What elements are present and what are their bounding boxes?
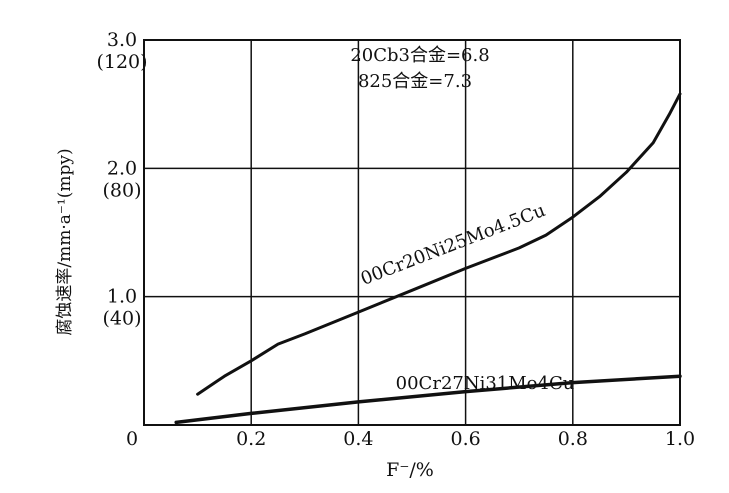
series-lines bbox=[174, 92, 682, 425]
y-tick-sublabel: (40) bbox=[102, 308, 141, 330]
series-label-00cr20ni25mo45cu: 00Cr20Ni25Mo4.5Cu bbox=[358, 200, 548, 290]
origin-label: 0 bbox=[126, 428, 138, 450]
x-tick-label: 0.2 bbox=[236, 428, 266, 450]
series-line-1 bbox=[174, 374, 682, 425]
y-tick-labels: 1.0(40) 2.0(80) 3.0(120) bbox=[96, 29, 147, 330]
annotation-20cb3: 20Cb3合金=6.8 bbox=[350, 45, 489, 66]
x-tick-label: 0.4 bbox=[343, 428, 373, 450]
y-tick-label: 3.0 bbox=[107, 29, 137, 51]
plot-frame bbox=[143, 39, 681, 426]
y-tick-sublabel: (80) bbox=[102, 179, 141, 201]
y-tick-label: 2.0 bbox=[107, 157, 137, 179]
x-tick-labels: 0.2 0.4 0.6 0.8 1.0 bbox=[236, 428, 695, 450]
series-label-00cr27ni31mo4cu: 00Cr27Ni31Mo4Cu bbox=[396, 373, 575, 394]
annotation-825: 825合金=7.3 bbox=[358, 71, 472, 92]
x-tick-label: 0.6 bbox=[450, 428, 480, 450]
series-line-0 bbox=[196, 92, 682, 396]
y-tick-label: 1.0 bbox=[107, 286, 137, 308]
y-tick-sublabel: (120) bbox=[96, 51, 147, 73]
x-tick-label: 1.0 bbox=[665, 428, 695, 450]
x-tick-label: 0.8 bbox=[558, 428, 588, 450]
x-axis-label: F⁻/% bbox=[386, 459, 434, 481]
grid-lines bbox=[144, 40, 680, 425]
y-axis-label: 腐蚀速率/mm·a⁻¹(mpy) bbox=[55, 148, 75, 335]
